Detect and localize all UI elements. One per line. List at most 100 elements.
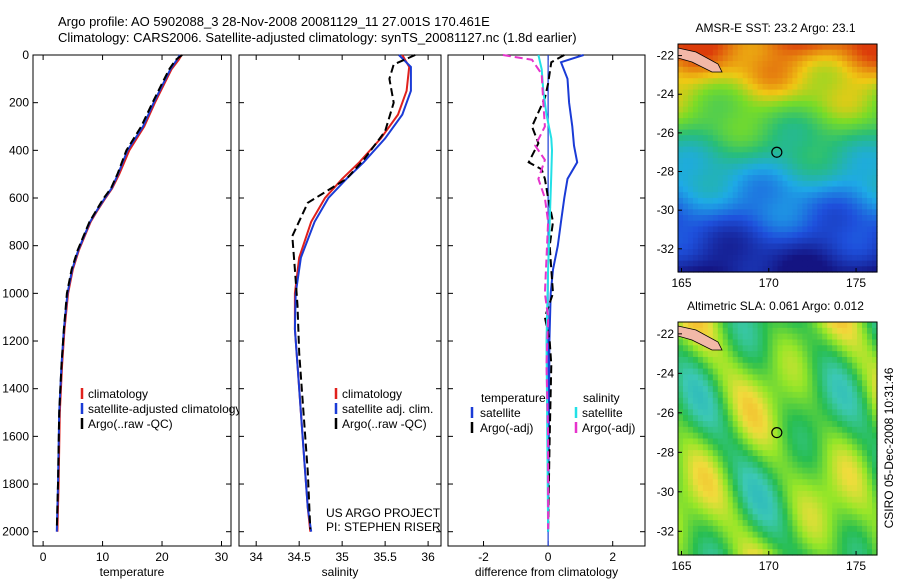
map-cell [832,426,838,434]
map-cell [842,175,848,182]
map-cell [807,237,813,245]
map-cell [822,502,828,509]
map-cell [857,351,863,358]
map-cell [797,169,803,176]
map-cell [767,537,774,544]
map-cell [807,421,813,428]
map-cell [857,89,863,96]
map-cell [842,415,848,422]
map-cell [842,450,848,457]
map-cell [852,186,858,193]
map-cell [797,254,803,262]
map-cell [732,215,739,222]
map-cell [797,55,803,62]
map-cell [752,152,759,159]
map-cell [797,502,803,509]
map-cell [802,461,808,469]
map-cell [787,44,794,51]
map-cell [842,254,848,262]
map-cell [822,254,828,262]
map-cell [862,163,868,170]
map-cell [707,186,714,193]
map-cell [842,95,848,102]
map-cell [682,158,689,165]
map-cell [737,89,744,96]
y-tick-label: 1400 [2,382,29,396]
map-cell [832,461,838,469]
map-cell [847,514,853,521]
map-cell [857,432,863,440]
map-cell [862,203,868,210]
map-cell [867,356,873,364]
map-cell [727,543,734,550]
map-cell [822,78,828,85]
map-cell [797,403,803,410]
map-cell [757,123,764,131]
map-cell [862,83,868,91]
map-cell [678,525,684,533]
map-cell [857,106,863,113]
map-cell [852,339,858,346]
map-cell [727,101,734,108]
map-cell [832,485,838,492]
map-cell [792,409,798,416]
map-cell [867,129,873,136]
map-cell [817,61,823,68]
map-cell [872,72,878,79]
map-cell [692,374,699,381]
map-cell [867,140,873,148]
map-cell [762,232,769,239]
map-cell [697,502,704,509]
map-cell [767,192,774,199]
map-cell [852,403,858,410]
legend-entry: satellite [480,406,521,420]
map-cell [827,232,833,239]
map-cell [782,461,789,469]
map-cell [792,386,798,393]
map-cell [762,345,769,352]
map-cell [707,549,714,556]
map-cell [757,432,764,440]
map-cell [762,485,769,492]
map-cell [812,152,818,159]
map-cell [692,72,699,79]
map-cell [767,158,774,165]
map-cell [807,163,813,170]
map-cell [847,158,853,165]
map-cell [827,197,833,205]
map-cell [867,432,873,440]
map-cell [792,232,798,239]
map-cell [727,89,734,96]
map-cell [792,78,798,85]
map-cell [812,490,818,498]
map-cell [857,485,863,492]
map-cell [852,158,858,165]
map-cell [727,438,734,445]
map-cell [772,220,779,227]
map-cell [752,351,759,358]
map-cell [682,432,689,440]
map-cell [737,158,744,165]
map-cell [802,226,808,233]
map-cell [832,215,838,222]
map-cell [717,514,724,521]
map-cell [678,192,684,199]
map-cell [857,158,863,165]
map-cell [842,72,848,79]
map-cell [717,135,724,142]
map-cell [842,537,848,544]
map-cell [832,362,838,370]
map-cell [872,356,878,364]
map-cell [822,496,828,504]
map-cell [747,135,754,142]
map-cell [817,175,823,182]
map-cell [817,432,823,440]
map-cell [782,525,789,533]
map-cell [747,49,754,56]
map-cell [732,72,739,79]
map-cell [682,152,689,159]
map-cell [727,215,734,222]
map-cell [722,118,729,125]
map-cell [742,525,749,533]
